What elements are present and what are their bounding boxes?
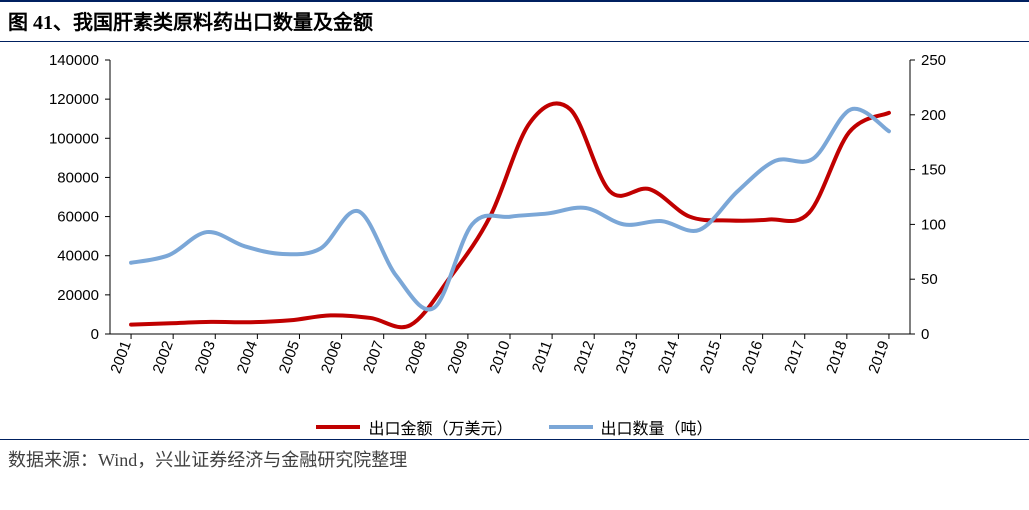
figure-title: 图 41、我国肝素类原料药出口数量及金额 [0, 0, 1029, 42]
data-source-text: 数据来源：Wind，兴业证券经济与金融研究院整理 [8, 450, 407, 470]
svg-text:2015: 2015 [697, 339, 724, 376]
svg-text:40000: 40000 [57, 248, 99, 265]
svg-text:2002: 2002 [150, 339, 177, 376]
svg-text:20000: 20000 [57, 287, 99, 304]
svg-text:2006: 2006 [318, 339, 345, 376]
svg-text:100000: 100000 [49, 130, 99, 147]
svg-text:2009: 2009 [444, 339, 471, 376]
legend-swatch-amount [316, 425, 360, 429]
svg-text:50: 50 [921, 271, 938, 288]
legend-item-amount: 出口金额（万美元） [316, 415, 512, 439]
svg-text:2005: 2005 [276, 339, 303, 376]
svg-text:2010: 2010 [486, 339, 513, 376]
svg-text:2017: 2017 [781, 339, 808, 376]
svg-text:250: 250 [921, 52, 946, 69]
svg-text:2018: 2018 [823, 339, 850, 376]
svg-text:0: 0 [91, 326, 99, 343]
svg-text:120000: 120000 [49, 91, 99, 108]
legend-label-amount: 出口金额（万美元） [368, 415, 512, 439]
svg-text:2007: 2007 [360, 339, 387, 376]
svg-text:80000: 80000 [57, 169, 99, 186]
svg-text:2016: 2016 [739, 339, 766, 376]
svg-text:2011: 2011 [529, 339, 556, 375]
svg-text:2019: 2019 [865, 339, 892, 376]
svg-text:2001: 2001 [107, 339, 134, 376]
legend-label-qty: 出口数量（吨） [601, 415, 713, 439]
svg-text:2008: 2008 [402, 339, 429, 376]
series-qty [131, 109, 889, 310]
svg-text:2003: 2003 [192, 339, 219, 376]
legend: 出口金额（万美元） 出口数量（吨） [20, 415, 1009, 439]
svg-text:2004: 2004 [234, 339, 261, 376]
line-chart: 0 20000 40000 60000 80000 100000 120000 140000 0… [20, 48, 980, 408]
legend-item-qty: 出口数量（吨） [549, 415, 713, 439]
svg-text:60000: 60000 [57, 209, 99, 226]
figure-title-text: 图 41、我国肝素类原料药出口数量及金额 [8, 12, 373, 34]
chart-area: 0 20000 40000 60000 80000 100000 120000 140000 0… [20, 48, 1009, 439]
svg-text:2012: 2012 [571, 339, 598, 376]
data-source: 数据来源：Wind，兴业证券经济与金融研究院整理 [0, 439, 1029, 476]
svg-text:0: 0 [921, 326, 929, 343]
svg-text:2014: 2014 [655, 339, 682, 376]
legend-swatch-qty [549, 425, 593, 429]
svg-text:200: 200 [921, 107, 946, 124]
svg-text:140000: 140000 [49, 52, 99, 69]
svg-text:2013: 2013 [613, 339, 640, 376]
svg-text:150: 150 [921, 162, 946, 179]
svg-text:100: 100 [921, 216, 946, 233]
